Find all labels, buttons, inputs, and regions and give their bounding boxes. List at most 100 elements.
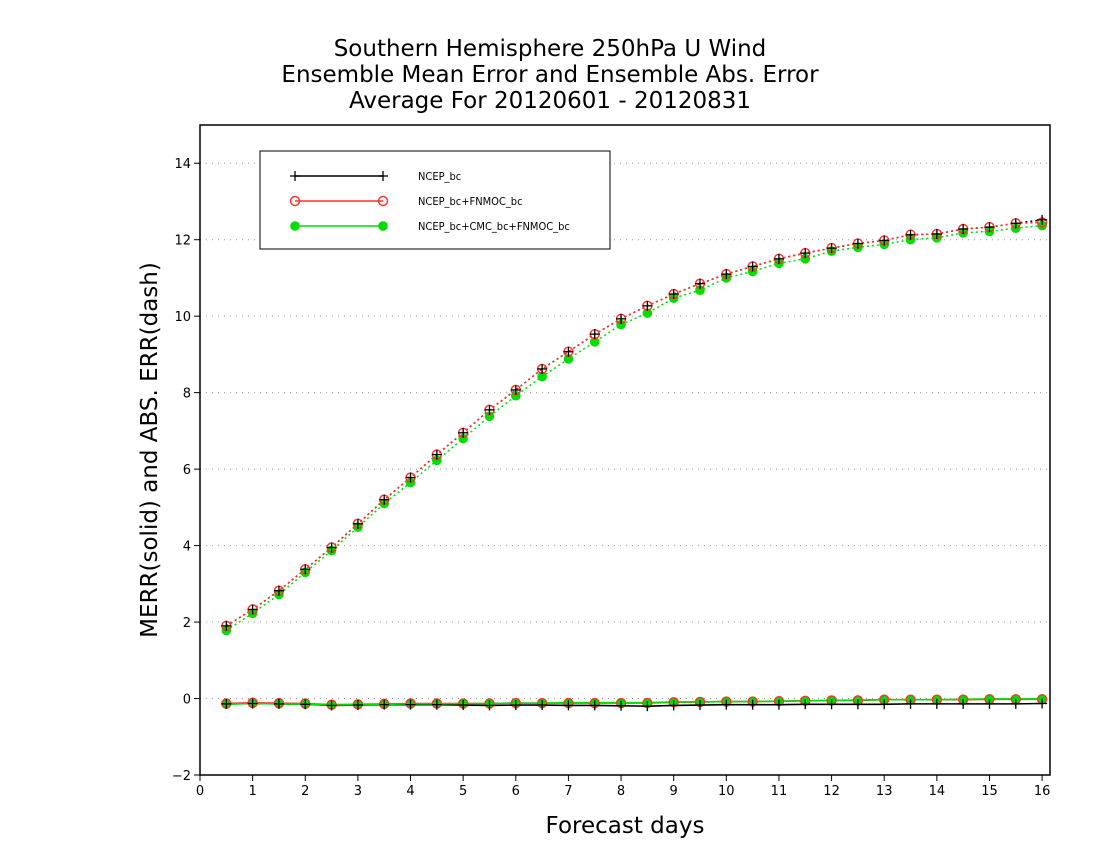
abs-err-point — [695, 278, 705, 289]
abs-err-point — [273, 585, 284, 596]
legend-marker-start — [290, 171, 300, 181]
x-tick-label: 12 — [823, 784, 840, 799]
abs-err-point — [1010, 218, 1021, 229]
legend-label: NCEP_bc — [418, 170, 461, 183]
legend-box — [259, 150, 611, 250]
merr-point — [458, 700, 469, 711]
abs-err-point — [879, 235, 890, 246]
x-tick-label: 11 — [771, 784, 788, 799]
grid-lines — [200, 162, 1050, 776]
x-tick-label: 13 — [876, 784, 893, 799]
abs-err-point — [668, 289, 679, 299]
merr-point — [668, 700, 679, 711]
merr-point — [879, 699, 890, 710]
x-tick-label: 9 — [670, 784, 678, 799]
x-tick-label: 5 — [459, 784, 467, 799]
x-axis-label: Forecast days — [546, 813, 705, 839]
abs-err-point — [589, 329, 600, 340]
merr-point — [642, 701, 653, 712]
abs-err-point — [300, 564, 311, 575]
abs-err-point — [958, 224, 969, 234]
legend-entry-0: NCEP_bc — [290, 170, 461, 183]
series-1 — [225, 221, 1043, 706]
merr-point — [273, 698, 284, 709]
abs-err-point — [405, 472, 416, 483]
abs-err-point — [484, 404, 495, 415]
merr-point — [852, 699, 863, 710]
merr-point — [352, 700, 363, 711]
series-2 — [225, 224, 1043, 706]
merr-point — [800, 699, 811, 710]
abs-err-point — [247, 604, 258, 615]
abs-err-point — [642, 308, 653, 318]
x-tick-label: 2 — [301, 784, 309, 799]
series-markers-2 — [221, 220, 1047, 710]
merr-point — [379, 699, 390, 710]
abs-err-point — [721, 269, 732, 280]
merr-point — [984, 698, 995, 709]
series-0 — [225, 219, 1043, 707]
abs-err-point — [931, 228, 942, 239]
y-tick-label: 12 — [174, 234, 191, 249]
y-tick-label: 10 — [174, 310, 191, 325]
abs-err-point — [642, 300, 653, 311]
x-tick-label: 3 — [354, 784, 362, 799]
abs-err-point — [852, 238, 863, 249]
merr-point — [826, 699, 837, 710]
merr-point — [510, 700, 521, 711]
merr-point — [773, 699, 784, 710]
abs-err-point — [616, 313, 627, 324]
y-tick-label: −2 — [172, 769, 191, 784]
abs-err-point — [510, 384, 521, 395]
abs-err-point — [905, 229, 916, 240]
series-markers-0 — [221, 214, 1048, 712]
abs-err-point — [1037, 214, 1048, 225]
merr-point — [721, 699, 732, 710]
x-tick-label: 7 — [564, 784, 572, 799]
abs-err-point — [826, 243, 837, 254]
abs-err-point — [800, 248, 811, 259]
abs-err-point — [773, 253, 784, 264]
abs-err-line — [225, 221, 1043, 627]
x-tick-label: 8 — [617, 784, 625, 799]
abs-err-point — [747, 261, 758, 272]
legend-marker-end — [378, 171, 388, 181]
abs-err-point — [458, 427, 469, 438]
y-tick-label: 0 — [183, 693, 191, 708]
merr-point — [1037, 698, 1048, 709]
abs-err-point — [326, 542, 337, 553]
chart-title-line-1: Southern Hemisphere 250hPa U Wind — [333, 36, 767, 62]
x-tick-label: 14 — [929, 784, 946, 799]
chart-title-line-3: Average For 20120601 - 20120831 — [348, 88, 752, 114]
abs-err-line — [225, 219, 1043, 627]
legend: NCEP_bc NCEP_bc+FNMOC_bc NCEP_bc+CMC_bc+FN… — [259, 150, 611, 250]
merr-point — [221, 698, 232, 709]
abs-err-point — [984, 222, 995, 233]
abs-err-point — [563, 354, 574, 364]
plot-frame — [199, 124, 1051, 776]
series-markers-1 — [221, 217, 1048, 710]
x-tick-label: 6 — [512, 784, 520, 799]
y-tick-label: 6 — [183, 463, 191, 478]
merr-point — [616, 700, 627, 711]
y-tick-label: 8 — [183, 387, 191, 402]
merr-point — [589, 700, 600, 711]
merr-point — [431, 699, 442, 710]
abs-err-point — [431, 449, 442, 460]
x-tick-label: 10 — [718, 784, 735, 799]
legend-label: NCEP_bc+CMC_bc+FNMOC_bc — [418, 220, 570, 233]
merr-point — [563, 700, 574, 711]
x-tick-label: 1 — [248, 784, 256, 799]
x-tick-label: 15 — [981, 784, 998, 799]
merr-point — [958, 698, 969, 709]
series-layer — [221, 214, 1048, 712]
abs-err-point — [537, 363, 548, 374]
legend-marker-start — [290, 221, 300, 231]
chart-title-line-2: Ensemble Mean Error and Ensemble Abs. Er… — [281, 62, 819, 88]
merr-point — [484, 700, 495, 711]
legend-marker-end — [378, 221, 388, 231]
merr-point — [247, 698, 258, 709]
merr-point — [695, 700, 705, 711]
legend-marker-end — [377, 195, 389, 207]
